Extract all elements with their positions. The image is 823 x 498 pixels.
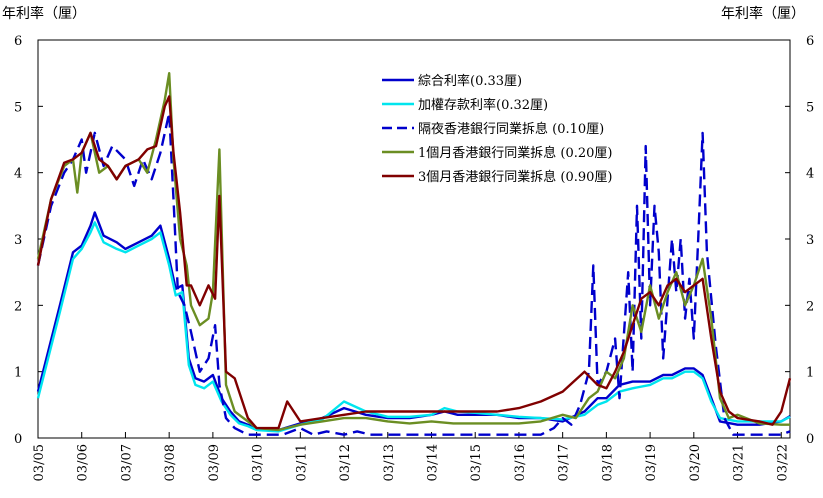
y-tick-label-right: 2 (806, 299, 814, 314)
x-tick-label: 03/05 (32, 444, 47, 481)
x-tick-label: 03/10 (251, 444, 266, 481)
legend-label-3: 隔夜香港銀行同業拆息 (0.10厘) (418, 121, 604, 137)
y-tick-label-left: 2 (14, 299, 22, 314)
x-tick-label: 03/07 (119, 444, 134, 481)
legend-label-5: 3個月香港銀行同業拆息 (0.90厘) (418, 169, 613, 185)
x-tick-label: 03/12 (338, 444, 353, 481)
series-line-2 (36, 221, 791, 433)
x-tick-label: 03/17 (557, 444, 572, 481)
x-tick-label: 03/16 (513, 444, 528, 481)
x-tick-label: 03/11 (294, 444, 309, 481)
series-line-5 (36, 95, 792, 430)
x-tick-label: 03/15 (469, 444, 484, 481)
series-line-3 (36, 111, 791, 436)
y-tick-label-left: 4 (14, 167, 22, 182)
y-tick-label-right: 6 (806, 34, 814, 49)
x-tick-label: 03/21 (732, 444, 747, 481)
x-tick-label: 03/20 (688, 444, 703, 481)
x-tick-label: 03/06 (76, 444, 91, 481)
y-tick-label-right: 4 (806, 167, 814, 182)
y-axis-title-right: 年利率（厘） (721, 5, 805, 22)
y-tick-label-left: 0 (14, 432, 22, 447)
x-tick-label: 03/14 (425, 444, 440, 481)
y-tick-label-left: 3 (14, 233, 22, 248)
y-tick-label-right: 5 (806, 100, 814, 115)
x-tick-label: 03/13 (382, 444, 397, 481)
y-tick-label-right: 0 (806, 432, 814, 447)
x-tick-label: 03/22 (775, 444, 790, 481)
x-tick-label: 03/08 (163, 444, 178, 481)
series-line-1 (36, 211, 791, 432)
x-tick-label: 03/09 (207, 444, 222, 481)
x-tick-label: 03/18 (600, 444, 615, 481)
x-tick-label: 03/19 (644, 444, 659, 481)
legend-label-1: 綜合利率(0.33厘) (418, 73, 522, 89)
y-tick-label-left: 6 (14, 34, 22, 49)
legend-label-2: 加權存款利率(0.32厘) (418, 97, 548, 113)
y-tick-label-left: 1 (14, 366, 22, 381)
y-tick-label-left: 5 (14, 100, 22, 115)
y-tick-label-right: 3 (806, 233, 814, 248)
y-tick-label-right: 1 (806, 366, 814, 381)
y-axis-title-left: 年利率（厘） (2, 5, 86, 22)
legend-label-4: 1個月香港銀行同業拆息 (0.20厘) (418, 145, 613, 161)
